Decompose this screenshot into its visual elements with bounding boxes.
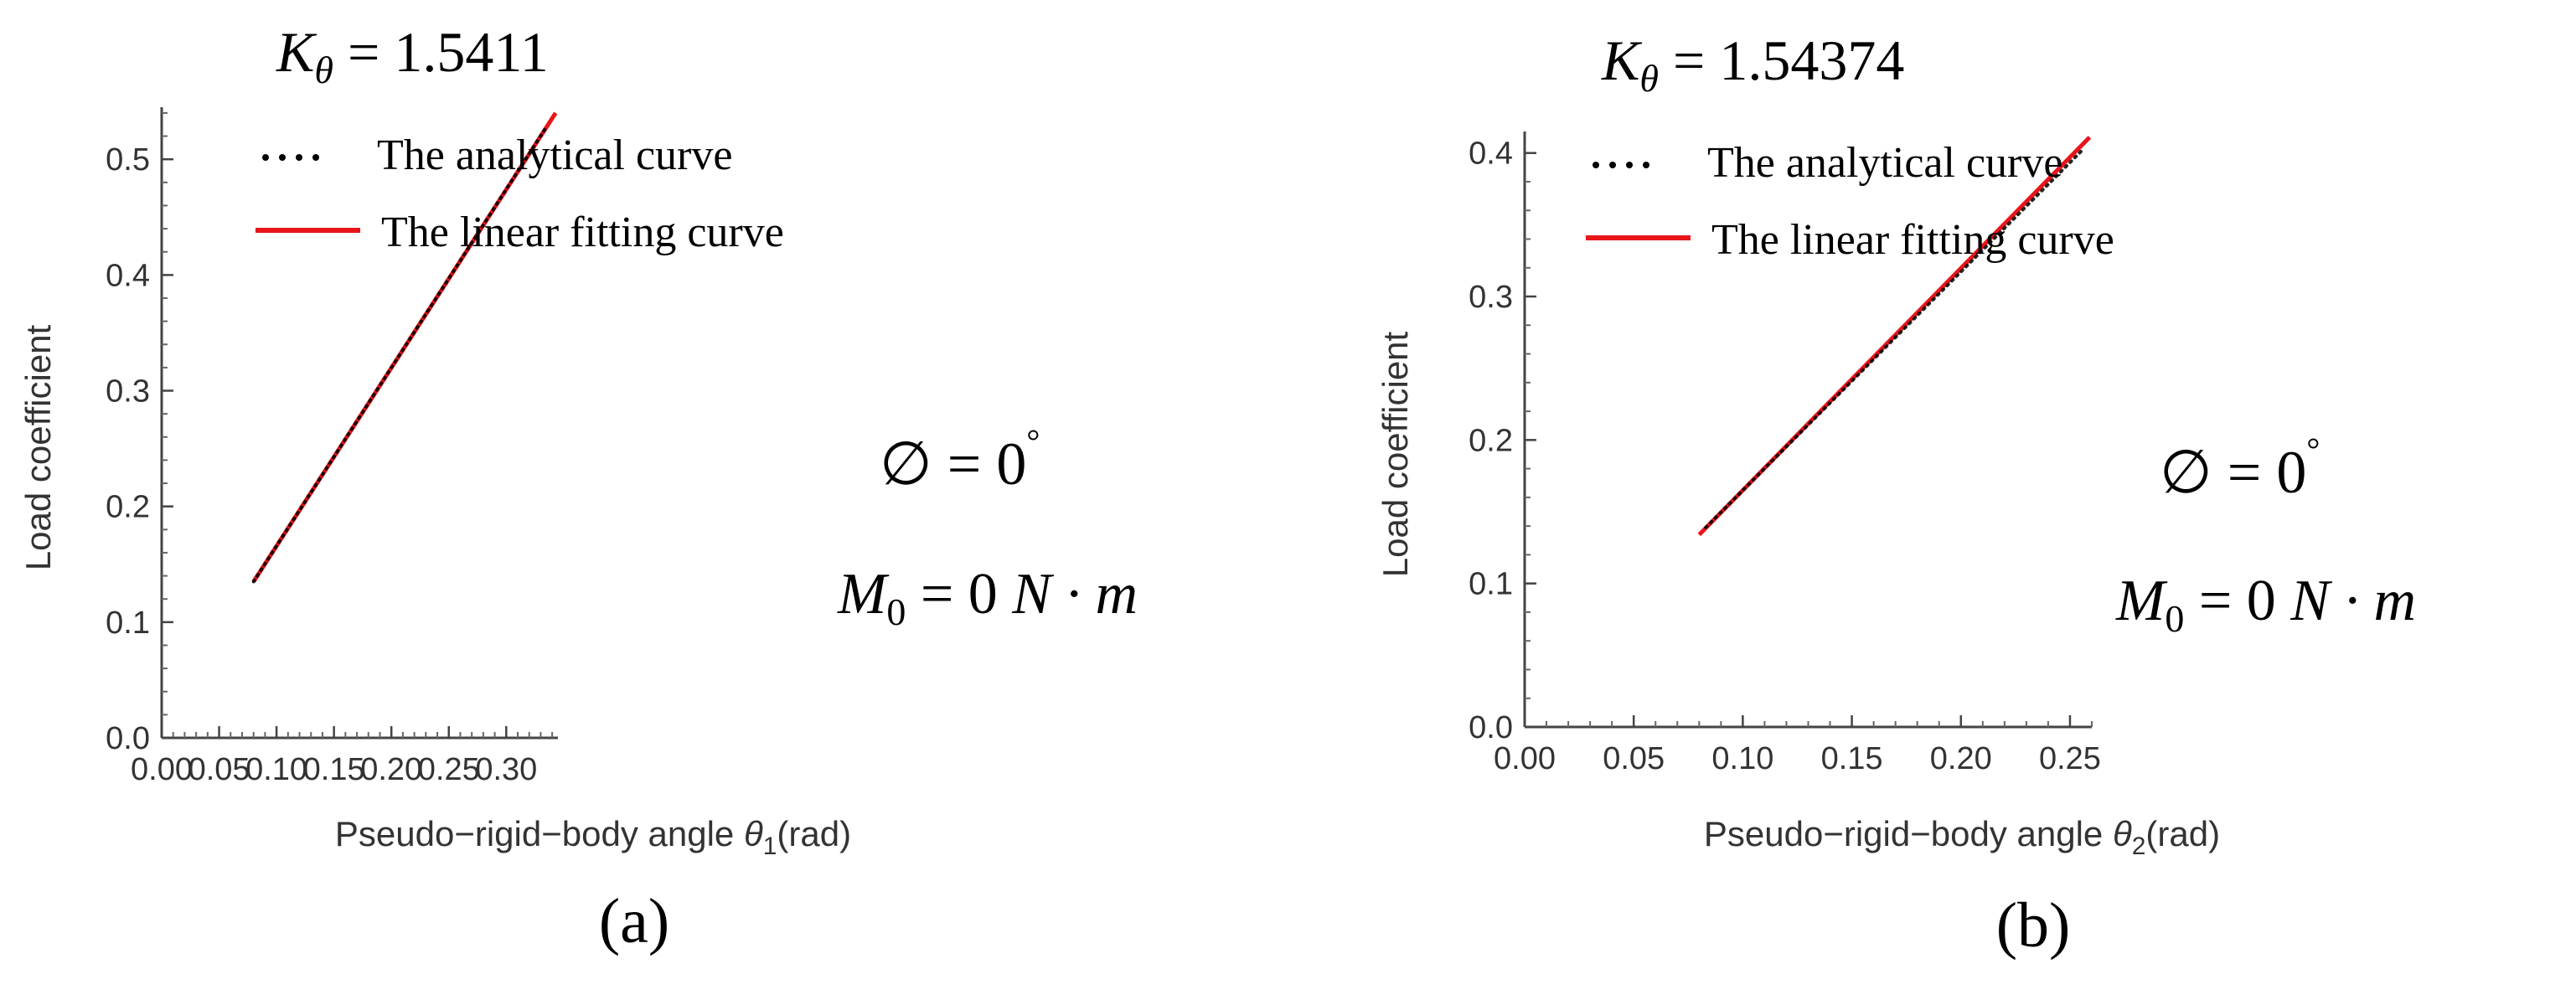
- y-axis-title: Load coefficient: [1376, 331, 1415, 577]
- series-analytical-dotted-line: [1704, 149, 2083, 529]
- legend-label-analytical: The analytical curve: [1707, 139, 2062, 187]
- x-tick-label: 0.30: [475, 752, 537, 787]
- k-theta-annotation: Kθ = 1.5411: [276, 20, 549, 91]
- y-tick-label: 0.4: [1469, 137, 1513, 172]
- y-tick-label: 0.1: [106, 606, 150, 641]
- legend-dot-marker: [1626, 162, 1633, 168]
- legend-dot-marker: [279, 154, 286, 161]
- phi-annotation: ∅ = 0°: [880, 422, 1040, 497]
- moment-annotation: M0 = 0 N · m: [2115, 569, 2416, 640]
- y-tick-label: 0.2: [106, 490, 150, 525]
- x-tick-label: 0.25: [418, 752, 480, 787]
- x-axis-title: Pseudo−rigid−body angle θ1(rad): [335, 814, 851, 860]
- y-tick-label: 0.3: [106, 374, 150, 410]
- chart-panel-a: 0.000.050.100.150.200.250.30 0.0 0.1 0.2 0.3…: [18, 20, 1138, 956]
- y-axis-title: Load coefficient: [18, 324, 58, 570]
- x-axis-title: Pseudo−rigid−body angle θ2(rad): [1704, 814, 2220, 860]
- x-tick-label: 0.10: [1711, 741, 1773, 776]
- x-tick-label: 0.20: [1930, 741, 1992, 776]
- y-tick-label: 0.2: [1469, 423, 1513, 458]
- moment-annotation: M0 = 0 N · m: [837, 562, 1138, 633]
- legend-dot-marker: [1593, 162, 1599, 168]
- y-tick-label: 0.0: [1469, 710, 1513, 745]
- x-tick-label: 0.05: [188, 752, 250, 787]
- legend-dot-marker: [312, 154, 319, 161]
- y-tick-label: 0.4: [106, 258, 150, 293]
- x-tick-label: 0.00: [1494, 741, 1556, 776]
- panel-label: (a): [599, 886, 669, 956]
- legend-dot-marker: [1609, 162, 1616, 168]
- legend-dot-marker: [296, 154, 302, 161]
- x-tick-label: 0.00: [131, 752, 193, 787]
- x-tick-label: 0.05: [1603, 741, 1665, 776]
- legend-dot-marker: [262, 154, 269, 161]
- x-tick-label: 0.15: [303, 752, 365, 787]
- chart-panel-b: 0.00 0.05 0.10 0.15 0.20 0.25 0.0 0.1 0.2 0.3 0.4 T…: [1376, 28, 2416, 961]
- x-tick-label: 0.25: [2039, 741, 2101, 776]
- legend-dot-marker: [1643, 162, 1649, 168]
- legend-label-linear-fitting: The linear fitting curve: [381, 209, 784, 256]
- x-tick-label: 0.15: [1821, 741, 1883, 776]
- y-tick-label: 0.1: [1469, 567, 1513, 602]
- phi-annotation: ∅ = 0°: [2160, 430, 2320, 506]
- y-tick-label: 0.3: [1469, 280, 1513, 315]
- y-tick-label: 0.0: [106, 721, 150, 756]
- y-tick-label: 0.5: [106, 142, 150, 178]
- series-analytical-dotted-line: [251, 125, 549, 584]
- k-theta-annotation: Kθ = 1.54374: [1601, 28, 1904, 100]
- x-tick-label: 0.10: [245, 752, 307, 787]
- legend-label-analytical: The analytical curve: [377, 131, 732, 179]
- panel-label: (b): [1996, 890, 2071, 961]
- legend-label-linear-fitting: The linear fitting curve: [1711, 216, 2114, 264]
- x-tick-label: 0.20: [360, 752, 422, 787]
